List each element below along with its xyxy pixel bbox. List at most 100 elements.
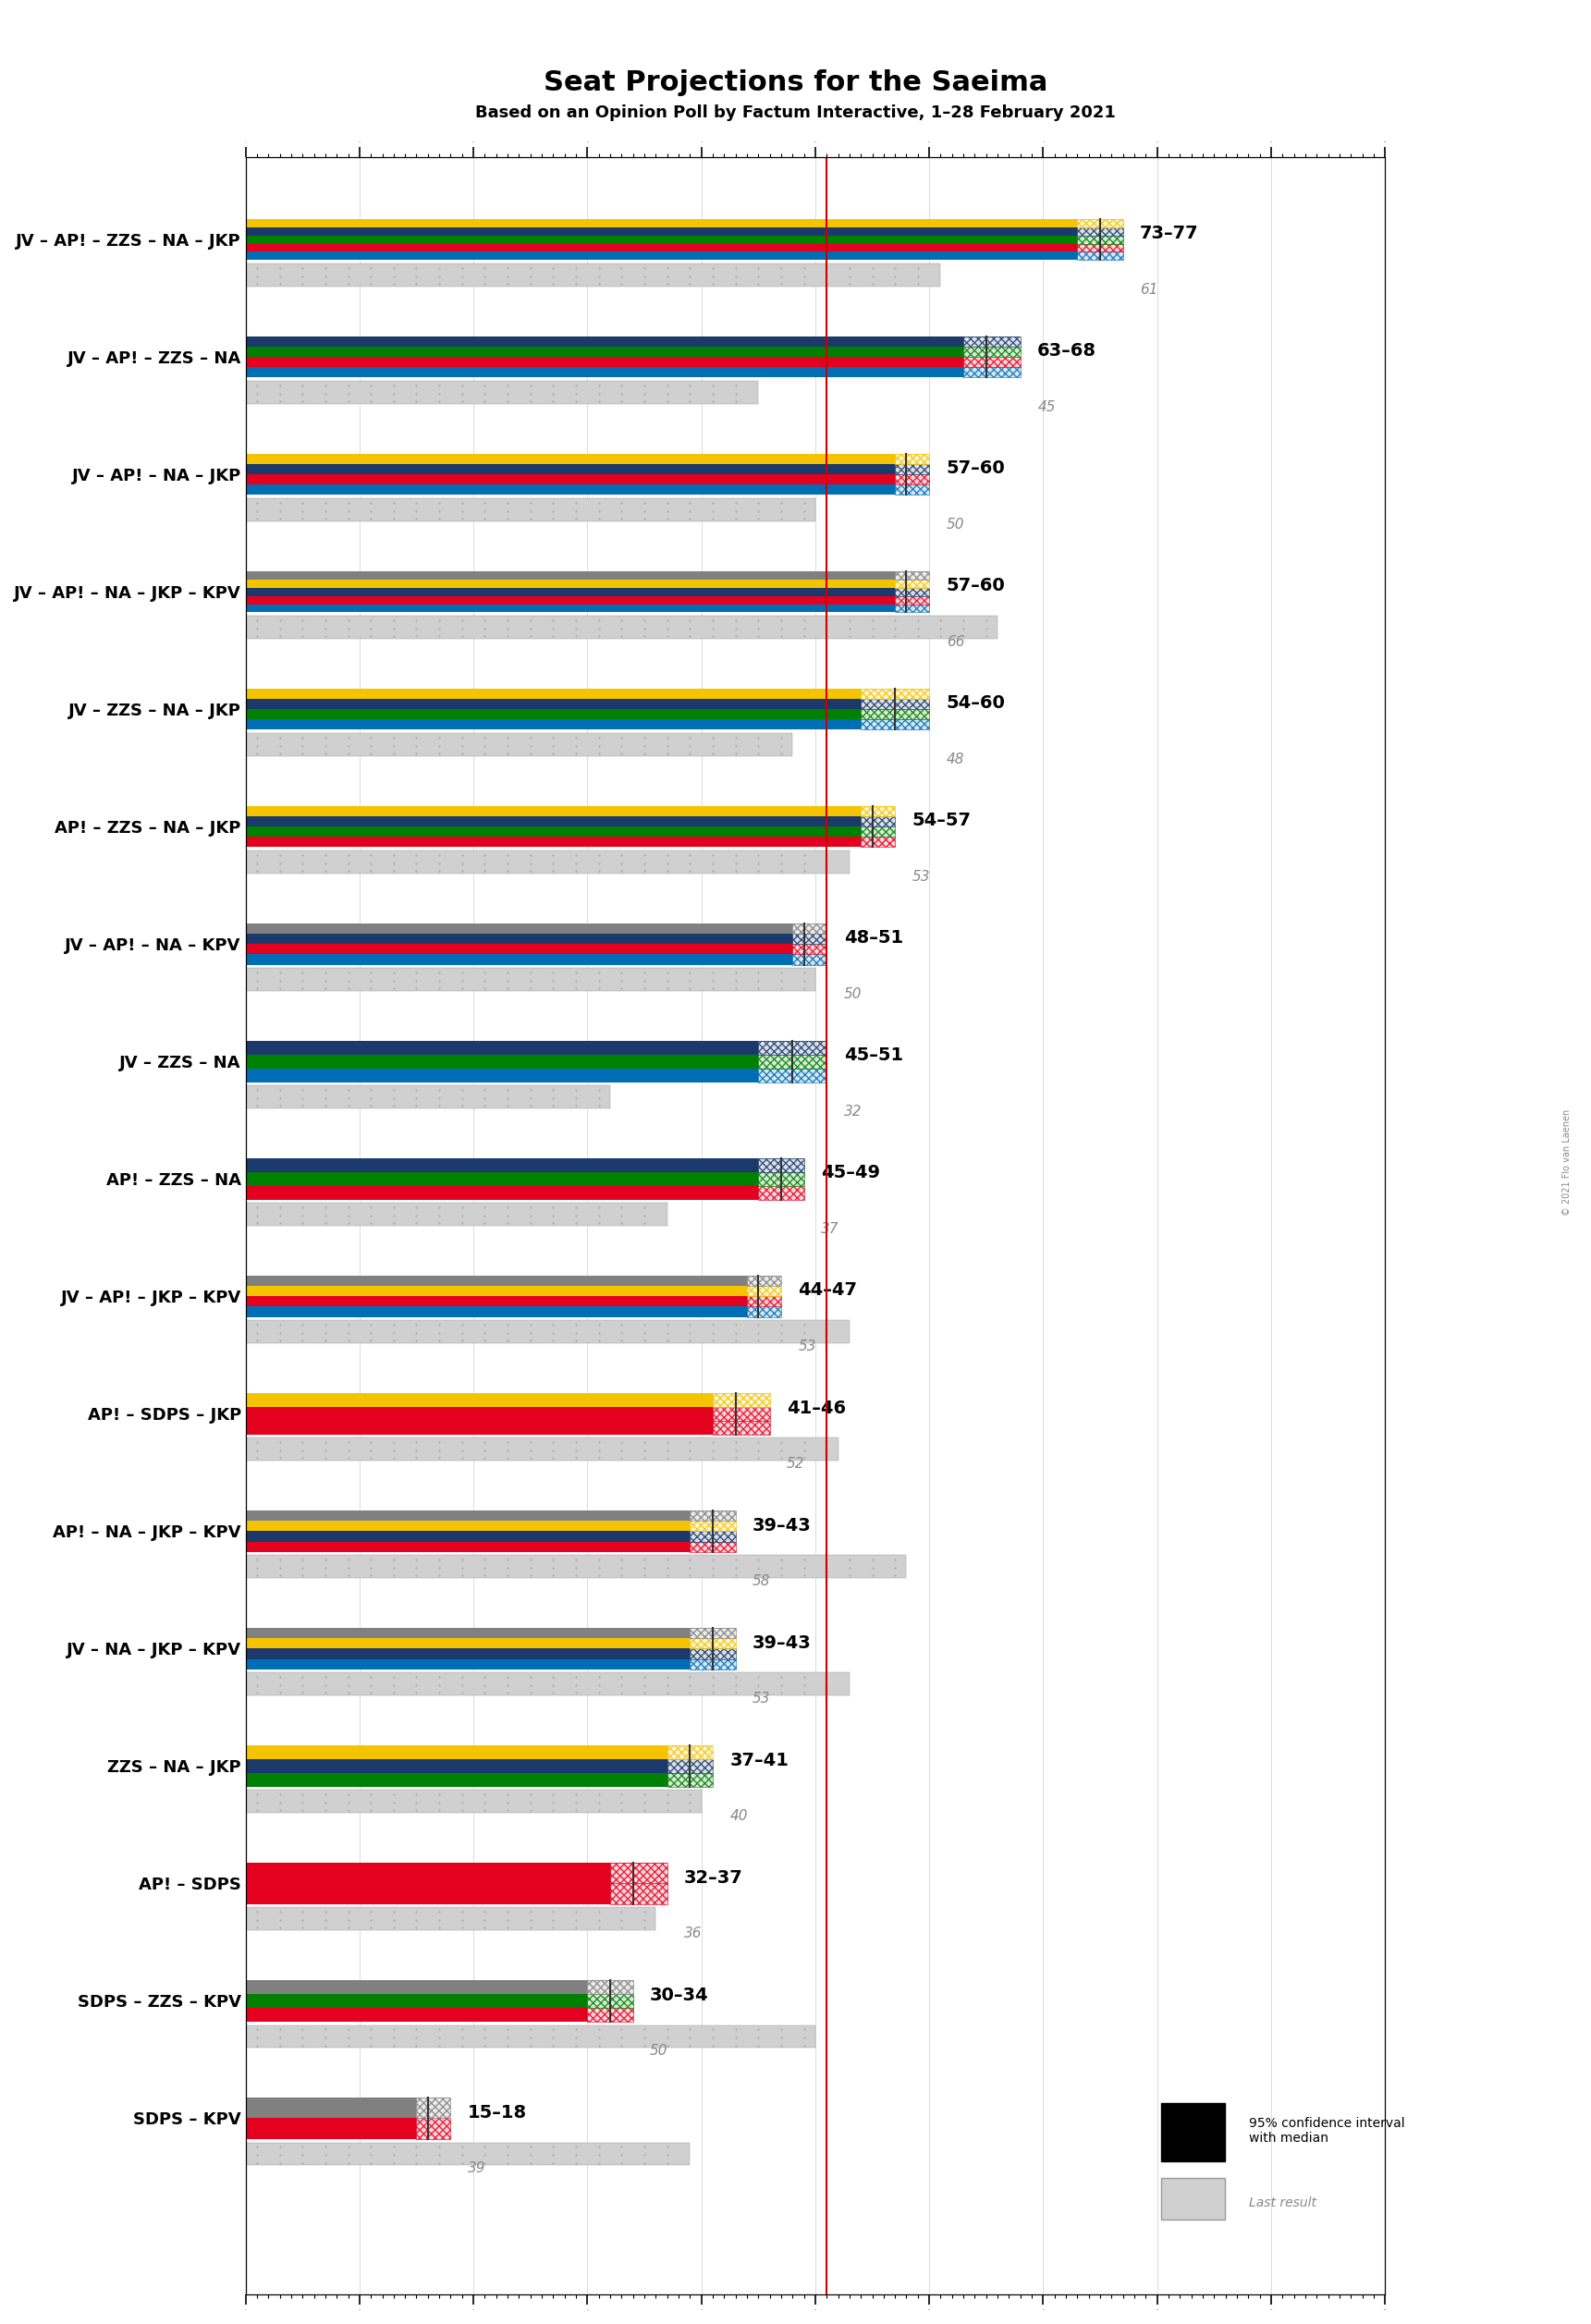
Text: 50: 50 [651, 2043, 668, 2057]
Bar [245, 1673, 850, 1694]
Text: 73–77: 73–77 [1141, 225, 1200, 242]
Bar [245, 734, 792, 755]
Bar [245, 228, 1123, 235]
Bar [245, 2099, 450, 2117]
Bar [587, 2008, 633, 2022]
Text: 39: 39 [468, 2161, 485, 2175]
Text: 66: 66 [947, 634, 964, 648]
Bar [245, 1908, 655, 1931]
Bar [245, 346, 1020, 358]
Bar [245, 816, 896, 827]
Bar [896, 572, 929, 579]
Bar [964, 337, 1020, 346]
Bar [896, 465, 929, 474]
Bar [759, 1157, 803, 1171]
Bar [746, 1297, 781, 1306]
Bar [690, 1511, 735, 1520]
Bar [245, 969, 815, 990]
Bar [896, 588, 929, 595]
Text: 44–47: 44–47 [799, 1283, 858, 1299]
Bar [861, 816, 896, 827]
Bar [245, 1297, 781, 1306]
Bar [759, 1185, 803, 1199]
Bar [245, 1055, 827, 1069]
Bar [245, 572, 929, 579]
Bar [245, 827, 896, 837]
Bar [690, 1659, 735, 1669]
Text: 41–46: 41–46 [788, 1399, 846, 1418]
Text: 53: 53 [753, 1692, 770, 1706]
Bar [245, 1204, 667, 1225]
Bar [245, 218, 1123, 228]
Bar [861, 806, 896, 816]
Bar [690, 1532, 735, 1541]
Text: 63–68: 63–68 [1037, 342, 1096, 360]
Text: 57–60: 57–60 [947, 576, 1006, 595]
Bar [245, 1439, 838, 1459]
Bar [667, 1773, 713, 1787]
Bar [245, 1276, 781, 1285]
Bar [245, 1520, 735, 1532]
Bar [245, 700, 929, 709]
Bar [861, 837, 896, 848]
Text: 54–57: 54–57 [912, 811, 971, 830]
Bar [245, 453, 929, 465]
Text: Based on an Opinion Poll by Factum Interactive, 1–28 February 2021: Based on an Opinion Poll by Factum Inter… [476, 105, 1115, 121]
Bar [245, 358, 1020, 367]
Bar [245, 1157, 803, 1171]
Bar [245, 1532, 735, 1541]
Text: 15–18: 15–18 [468, 2103, 527, 2122]
Bar [245, 579, 929, 588]
Bar [245, 465, 929, 474]
Bar [713, 1420, 770, 1434]
Bar [245, 1069, 827, 1083]
Bar [861, 709, 929, 720]
Bar [245, 588, 929, 595]
Bar [245, 1285, 781, 1297]
Text: 52: 52 [788, 1457, 805, 1471]
Bar [245, 720, 929, 730]
Bar [759, 1055, 827, 1069]
Bar [245, 367, 1020, 376]
Bar [245, 1629, 735, 1638]
Text: © 2021 Flo van Laenen: © 2021 Flo van Laenen [1562, 1109, 1572, 1215]
Bar [964, 367, 1020, 376]
Bar [245, 1041, 827, 1055]
Bar [690, 1638, 735, 1648]
Bar [746, 1276, 781, 1285]
Bar [861, 827, 896, 837]
Bar [245, 486, 929, 495]
Bar [245, 1085, 611, 1109]
Text: 32: 32 [843, 1104, 862, 1118]
Bar [690, 1648, 735, 1659]
Bar [417, 2099, 450, 2117]
Bar [759, 1171, 803, 1185]
Text: 58: 58 [753, 1573, 770, 1587]
Bar [245, 474, 929, 486]
Bar [245, 934, 827, 944]
Bar [245, 2008, 633, 2022]
Bar [611, 1864, 667, 1882]
Text: 50: 50 [947, 518, 964, 532]
Bar [245, 1541, 735, 1552]
Bar [245, 381, 759, 404]
Bar [861, 688, 929, 700]
Text: 53: 53 [912, 869, 931, 883]
Bar [245, 837, 896, 848]
Bar [245, 337, 1020, 346]
Text: 57–60: 57–60 [947, 460, 1006, 476]
Text: 48–51: 48–51 [843, 930, 904, 946]
Bar [245, 1185, 803, 1199]
Bar [245, 688, 929, 700]
Text: 53: 53 [799, 1339, 816, 1353]
Bar [245, 251, 1123, 260]
Bar [245, 1980, 633, 1994]
Text: 95% confidence interval
with median: 95% confidence interval with median [1249, 2117, 1405, 2145]
Text: 37: 37 [821, 1222, 838, 1236]
Bar [245, 1306, 781, 1318]
Bar [964, 346, 1020, 358]
Bar [792, 955, 827, 964]
Bar [792, 923, 827, 934]
Bar [1077, 228, 1123, 235]
Bar [896, 486, 929, 495]
